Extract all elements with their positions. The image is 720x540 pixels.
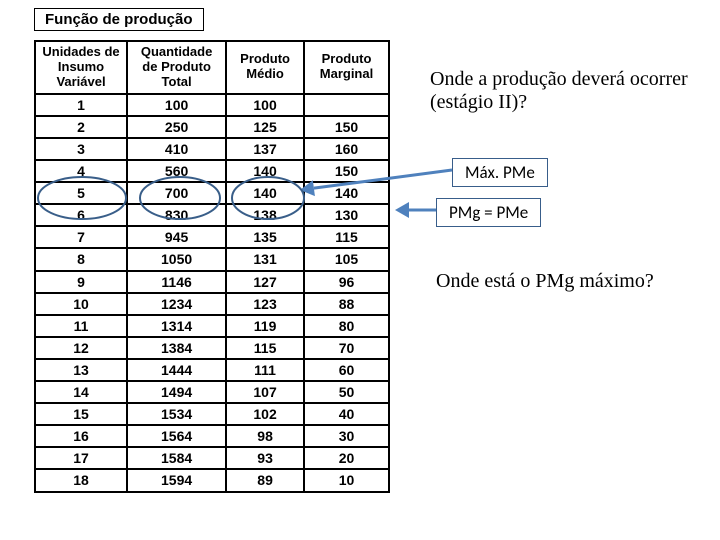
- title-box: Função de produção: [34, 8, 204, 31]
- arrow-pmg-eq-pme: [0, 0, 720, 540]
- title-text: Função de produção: [45, 11, 193, 28]
